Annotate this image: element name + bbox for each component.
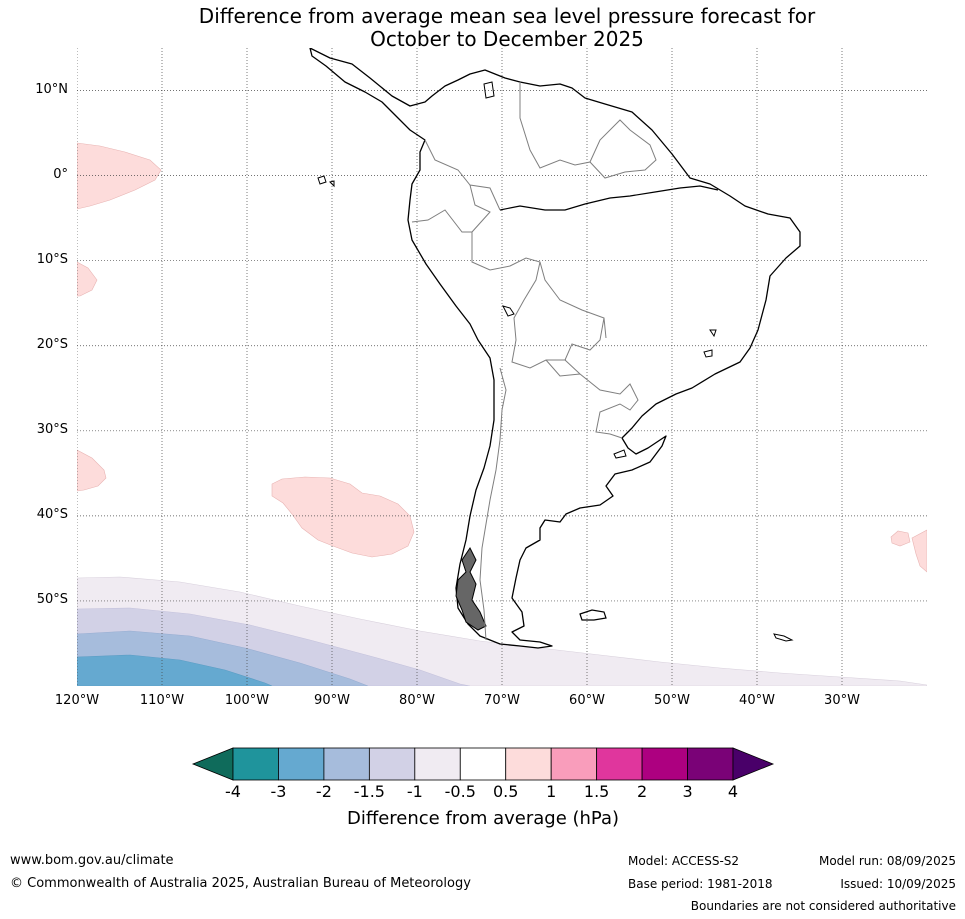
lon-tick-label: 110°W	[139, 693, 185, 708]
colorbar-segment	[550, 747, 598, 781]
amazon-river	[499, 185, 719, 211]
lake-titicaca	[502, 305, 515, 317]
footer-model-run: Model run: 08/09/2025	[818, 854, 956, 868]
anomaly-patch-pos-east-a	[890, 530, 911, 547]
lat-tick-label: 10°N	[35, 81, 68, 97]
lat-tick-label: 30°S	[36, 421, 68, 437]
lon-tick-label: 30°W	[824, 693, 860, 708]
falkland-islands	[579, 609, 607, 621]
colorbar-segment	[641, 747, 688, 781]
colorbar-arrow-right	[732, 747, 775, 781]
colorbar-segment	[687, 747, 734, 781]
colorbar-arrow-left	[191, 747, 234, 781]
lat-tick-label: 50°S	[36, 591, 68, 607]
colorbar-segment	[459, 747, 507, 781]
lat-tick-label: 0°	[53, 166, 68, 182]
colorbar-tick: -4	[225, 782, 241, 801]
colorbar-tick: 1.5	[583, 782, 610, 801]
reservoir-brazil	[703, 329, 717, 358]
footer-disclaimer: Boundaries are not considered authoritat…	[690, 899, 956, 913]
colorbar-tick: -1	[406, 782, 423, 801]
lat-tick-label: 20°S	[36, 336, 68, 352]
lon-tick-label: 120°W	[54, 693, 100, 708]
lat-tick-label: 40°S	[36, 506, 68, 522]
lon-tick-label: 100°W	[224, 693, 270, 708]
chilean-fjords	[455, 547, 487, 631]
lake-maracaibo	[483, 81, 495, 99]
colorbar-segment	[505, 747, 552, 781]
colorbar-tick: 3	[682, 782, 693, 801]
lon-tick-label: 70°W	[484, 693, 520, 708]
anomaly-patch-pos-equatorial	[77, 142, 162, 210]
colorbar	[191, 747, 775, 781]
footer-model: Model: ACCESS-S2	[628, 854, 740, 868]
colorbar-tick: -0.5	[444, 782, 476, 801]
lon-tick-label: 60°W	[569, 693, 605, 708]
colorbar-tick: 0.5	[492, 782, 519, 801]
anomaly-patch-pos-35s-west	[77, 449, 107, 492]
colorbar-segment	[414, 747, 461, 781]
map-title-line-2: October to December 2025	[370, 27, 644, 51]
footer-website: www.bom.gov.au/climate	[10, 853, 174, 868]
colorbar-segment	[278, 747, 325, 781]
colorbar-segment	[368, 747, 416, 781]
country-borders	[411, 82, 657, 641]
anomaly-patch-pos-10s	[77, 261, 98, 297]
colorbar-tick: 4	[727, 782, 739, 801]
lon-tick-label: 40°W	[739, 693, 775, 708]
colorbar-tick: -1.5	[353, 782, 385, 801]
colorbar-tick: -2	[315, 782, 332, 801]
anomaly-patch-pos-40s	[271, 476, 415, 558]
anomaly-band-neg-2-3	[77, 654, 273, 686]
south-america-coastline	[309, 48, 801, 649]
colorbar-tick: 2	[636, 782, 648, 801]
lat-tick-label: 10°S	[36, 251, 68, 267]
map-title-line-1: Difference from average mean sea level p…	[198, 4, 816, 28]
lon-tick-label: 90°W	[314, 693, 350, 708]
footer-base-period: Base period: 1981-2018	[628, 877, 773, 891]
gridlines	[77, 48, 927, 686]
colorbar-tick: -3	[270, 782, 287, 801]
lagoa-dos-patos	[613, 449, 627, 459]
colorbar-segment	[232, 747, 279, 781]
anomaly-patch-pos-east-b	[911, 529, 927, 573]
colorbar-segment	[596, 747, 643, 781]
colorbar-segment	[323, 747, 370, 781]
lon-tick-label: 80°W	[399, 693, 435, 708]
lon-tick-label: 50°W	[654, 693, 690, 708]
footer-copyright: © Commonwealth of Australia 2025, Austra…	[10, 876, 471, 891]
footer-issued: Issued: 10/09/2025	[840, 877, 956, 891]
colorbar-title: Difference from average (hPa)	[346, 808, 620, 829]
galapagos-islands	[317, 175, 335, 188]
south-georgia	[773, 633, 794, 642]
colorbar-tick: 1	[546, 782, 557, 801]
